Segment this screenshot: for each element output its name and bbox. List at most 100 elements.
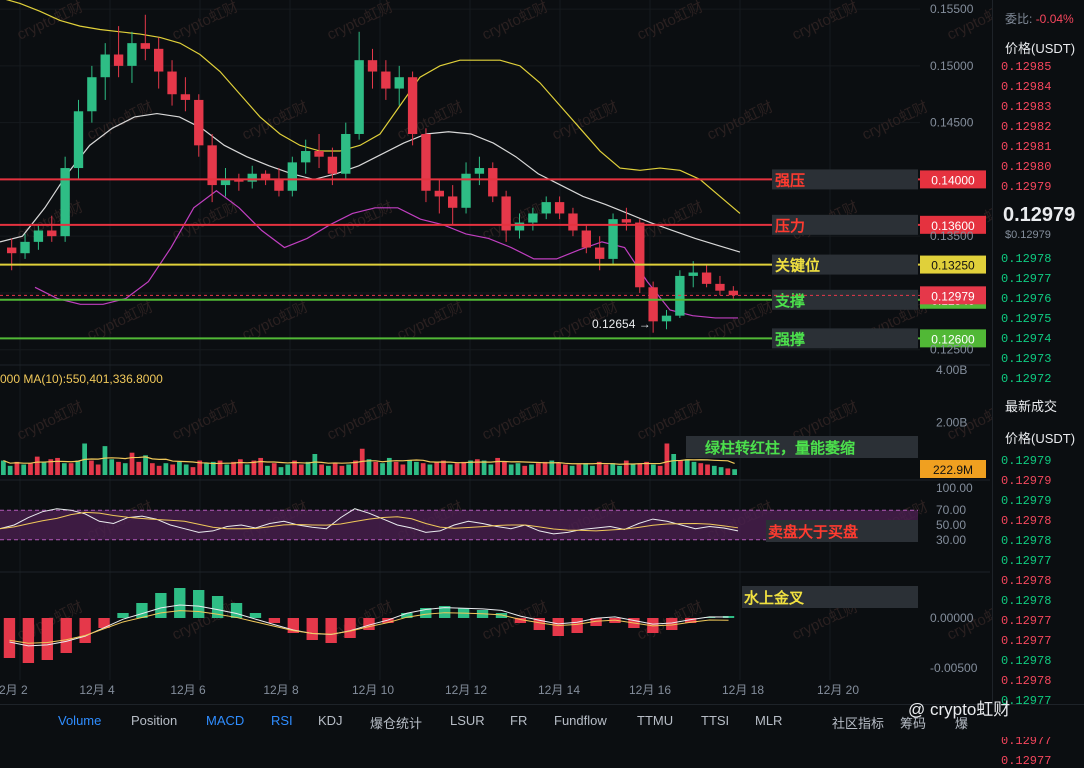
bid-price-row[interactable]: 0.12974 (1001, 332, 1052, 346)
macd-histogram-bar (98, 618, 110, 628)
watermark-text: crypto虹财 (85, 298, 156, 343)
bid-price-row[interactable]: 0.12973 (1001, 352, 1052, 366)
volume-bar (481, 460, 487, 475)
watermark-text: crypto虹财 (480, 198, 551, 243)
candle-body (701, 272, 712, 284)
volume-bar (48, 459, 54, 475)
volume-bar (177, 461, 182, 475)
rsi-band (0, 510, 918, 540)
low-price-marker: 0.12654 → (592, 317, 651, 331)
chart-canvas[interactable]: crypto虹财 crypto虹财 crypto虹财 crypto虹财 crypto虹财… (0, 0, 1084, 736)
bid-price-row[interactable]: 0.12977 (1001, 272, 1052, 286)
macd-histogram-bar (117, 613, 129, 618)
volume-bar (684, 459, 690, 475)
candle-body (688, 272, 698, 276)
candle-body (140, 43, 150, 49)
candle-body (47, 230, 57, 237)
macd-histogram-bar (590, 618, 602, 626)
macd-histogram-bar (363, 618, 375, 630)
ask-price-row[interactable]: 0.12984 (1001, 80, 1052, 94)
candle-body (608, 219, 618, 259)
indicator-tab[interactable]: MACD (206, 713, 245, 728)
indicator-tab[interactable]: 爆 (955, 716, 969, 731)
candle-body (180, 94, 191, 100)
macd-histogram-bar (136, 603, 148, 618)
ask-price-row[interactable]: 0.12981 (1001, 140, 1052, 154)
indicator-tab[interactable]: TTSI (701, 713, 730, 728)
rsi-annotation-box (766, 520, 918, 542)
volume-bar (691, 461, 697, 475)
volume-bar (210, 461, 216, 475)
ask-price-row[interactable]: 0.12985 (1001, 60, 1052, 74)
ask-price-row[interactable]: 0.12980 (1001, 160, 1052, 174)
candle-body (7, 247, 17, 254)
volume-bar (664, 443, 670, 475)
indicator-tab[interactable]: Position (131, 713, 178, 728)
indicator-tab[interactable]: Volume (58, 713, 102, 728)
indicator-tab[interactable]: LSUR (450, 713, 485, 728)
price-axis-tick: 0.14500 (930, 116, 974, 130)
volume-bar (441, 460, 446, 475)
ask-price-row[interactable]: 0.12979 (1001, 180, 1052, 194)
bid-price-row[interactable]: 0.12978 (1001, 252, 1052, 266)
bid-price-row[interactable]: 0.12972 (1001, 372, 1052, 386)
volume-axis-tick: 2.00B (936, 416, 967, 430)
level-price-text: 0.13250 (931, 259, 975, 273)
volume-bar (576, 464, 582, 475)
indicator-tab[interactable]: 社区指标 (832, 716, 885, 731)
macd-histogram-bar (571, 618, 583, 633)
volume-bar (637, 463, 643, 475)
ask-price-row[interactable]: 0.12982 (1001, 120, 1052, 134)
indicator-tab[interactable]: RSI (271, 713, 293, 728)
indicator-tab[interactable]: Fundflow (554, 713, 607, 728)
price-axis-tick: 0.15500 (930, 2, 974, 16)
volume-bar (217, 460, 223, 475)
volume-axis-tick: 4.00B (936, 363, 967, 377)
indicator-tab[interactable]: FR (510, 713, 528, 728)
volume-bar (231, 461, 236, 475)
trade-price-row: 0.12978 (1001, 514, 1052, 528)
indicator-tab[interactable]: TTMU (637, 713, 674, 728)
volume-bar (705, 464, 710, 475)
volume-bar (129, 452, 135, 475)
trades-title[interactable]: 最新成交 (1005, 399, 1058, 414)
candle-body (314, 151, 324, 157)
indicator-tab[interactable]: 筹码 (900, 716, 927, 731)
bid-price-row[interactable]: 0.12976 (1001, 292, 1052, 306)
price-axis-tick: 0.13500 (930, 229, 974, 243)
volume-bar (109, 459, 115, 475)
volume-bar (569, 465, 575, 475)
volume-bar (508, 464, 514, 475)
macd-histogram-bar (420, 608, 432, 618)
macd-histogram-bar (666, 618, 678, 630)
volume-bar (28, 463, 33, 475)
candle-body (220, 179, 231, 186)
rsi-annotation: 卖盘大于买盘 (768, 523, 858, 541)
order-ratio-label: 委比: (1005, 12, 1033, 26)
rsi-axis-tick: 50.00 (936, 518, 966, 532)
watermark-text: crypto虹财 (15, 0, 86, 44)
volume-ma-line (3, 456, 735, 465)
volume-bar (95, 464, 101, 475)
candle-body (194, 99, 204, 146)
ask-price-row[interactable]: 0.12983 (1001, 100, 1052, 114)
volume-bar (312, 454, 318, 475)
watermark-text: crypto虹财 (790, 0, 861, 44)
bid-price-row[interactable]: 0.12975 (1001, 312, 1052, 326)
volume-bar (149, 463, 155, 475)
indicator-tab[interactable]: 爆仓统计 (370, 716, 423, 731)
volume-bar (136, 461, 142, 475)
watermark-text: crypto虹财 (395, 298, 466, 343)
volume-bar (332, 463, 338, 475)
indicator-tab[interactable]: MLR (755, 713, 783, 728)
volume-bar (407, 460, 412, 475)
level-label-box (772, 328, 918, 349)
indicator-tab[interactable]: KDJ (318, 713, 343, 728)
candle-body (581, 230, 591, 248)
last-price-usd: $0.12979 (1005, 229, 1051, 241)
candle-body (407, 77, 418, 134)
volume-bar (603, 464, 609, 475)
trade-price-row: 0.12978 (1001, 654, 1052, 668)
volume-bar (68, 463, 74, 475)
volume-bar (251, 460, 257, 475)
